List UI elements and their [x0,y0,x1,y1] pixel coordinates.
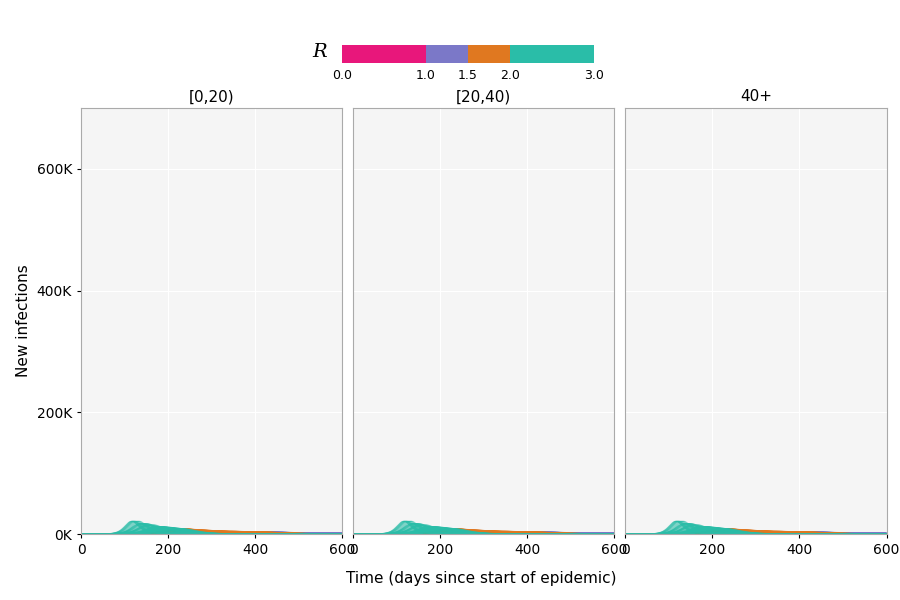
Text: 0.0: 0.0 [332,69,352,82]
Text: 2.0: 2.0 [500,69,520,82]
Text: 3.0: 3.0 [584,69,604,82]
Text: 1.0: 1.0 [416,69,436,82]
Text: [20,40): [20,40) [456,89,511,104]
Bar [468,45,510,63]
Y-axis label: New infections: New infections [16,265,31,377]
Text: Time (days since start of epidemic): Time (days since start of epidemic) [346,571,616,587]
Text: R: R [312,43,327,61]
Bar [342,45,426,63]
Text: 1.5: 1.5 [458,69,478,82]
Bar [426,45,468,63]
Text: [0,20): [0,20) [189,89,235,104]
Bar [510,45,594,63]
Text: 40+: 40+ [740,89,772,104]
